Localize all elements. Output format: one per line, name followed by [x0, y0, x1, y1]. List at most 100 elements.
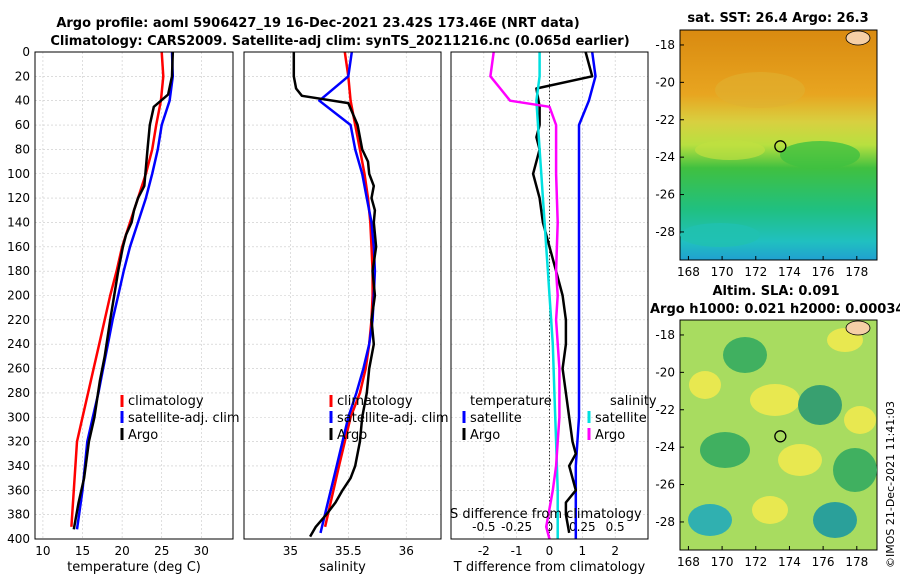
y-tick-label: 220: [7, 313, 30, 327]
title-line2: Climatology: CARS2009. Satellite-adj cli…: [50, 34, 629, 49]
yellow-patch: [695, 140, 765, 160]
land-island: [845, 30, 871, 46]
y-tick-label: 40: [15, 94, 30, 108]
legend-title-salinity: salinity: [610, 394, 657, 409]
salinity-plot: 35 35.5 36 salinity: [243, 51, 442, 575]
sla-patch: [689, 371, 721, 399]
s-tick-label: 0.25: [569, 520, 596, 534]
map-y-tick-label: -26: [655, 188, 675, 202]
map-x-tick-label: 168: [677, 555, 700, 569]
sla-map: Altim. SLA: 0.091 Argo h1000: 0.021 h200…: [650, 284, 900, 569]
legend-label-satellite: satellite-adj. clim: [337, 411, 449, 426]
sst-map-axes: 168 170 172 174 176 178 -18 -20 -22 -24 -26 -28: [655, 38, 868, 279]
plot-frame: [243, 51, 442, 540]
sla-patch: [798, 385, 842, 425]
s-axis-label: S difference from climatology: [450, 507, 642, 522]
x-tick-label: 2: [611, 544, 619, 558]
land-island: [845, 320, 871, 336]
y-tick-label: 60: [15, 118, 30, 132]
sla-patch: [752, 496, 788, 524]
temperature-legend: climatology satellite-adj. clim Argo: [120, 394, 240, 443]
legend-title-temperature: temperature: [470, 394, 552, 409]
y-tick-label: 360: [7, 483, 30, 497]
x-tick-label: 1: [579, 544, 587, 558]
x-tick-label: 36: [399, 544, 414, 558]
sla-map-axes: 168 170 172 174 176 178 -18 -20 -22 -24 -26 -28: [655, 328, 868, 569]
sla-patch: [813, 502, 857, 538]
series-line-s-satellite: [535, 52, 559, 539]
map-x-tick-label: 178: [845, 555, 868, 569]
sla-map-patches: [688, 328, 877, 538]
series-line-climatology: [323, 51, 374, 528]
y-tick-label: 380: [7, 508, 30, 522]
y-tick-label: 180: [7, 264, 30, 278]
y-tick-label: 80: [15, 142, 30, 156]
y-tick-label: 0: [22, 45, 30, 59]
legend-label-argo: Argo: [337, 428, 367, 443]
legend-label-t-argo: Argo: [470, 428, 500, 443]
series-line-s-argo: [489, 51, 561, 540]
y-tick-label: 20: [15, 69, 30, 83]
map-x-tick-label: 172: [744, 555, 767, 569]
map-x-tick-label: 178: [845, 265, 868, 279]
title-line1: Argo profile: aoml 5906427_19 16-Dec-202…: [56, 16, 579, 31]
x-tick-label: -1: [511, 544, 523, 558]
argo-position-marker: [774, 430, 787, 443]
y-tick-label: 200: [7, 289, 30, 303]
warm-patch: [715, 72, 805, 108]
x-tick-label: 10: [35, 544, 50, 558]
map-y-tick-label: -22: [655, 403, 675, 417]
map-y-tick-label: -28: [655, 225, 675, 239]
x-tick-label: 30: [194, 544, 209, 558]
x-axis-label: T difference from climatology: [453, 560, 646, 575]
temperature-plot: 0 20 40 60 80 100 120 140 160 180 200 220 240 260 280 3…: [7, 45, 234, 575]
map-y-tick-label: -18: [655, 328, 675, 342]
sla-patch: [750, 384, 800, 416]
map-x-tick-label: 176: [812, 265, 835, 279]
map-y-tick-label: -18: [655, 38, 675, 52]
x-tick-label: 35: [283, 544, 298, 558]
x-axis-label: temperature (deg C): [67, 560, 201, 575]
sla-patch: [688, 504, 732, 536]
copyright-stamp: ©IMOS 21-Dec-2021 11:41:03: [884, 401, 897, 568]
x-tick-label: 35.5: [335, 544, 362, 558]
legend-label-satellite: satellite-adj. clim: [128, 411, 240, 426]
legend-label-s-argo: Argo: [595, 428, 625, 443]
s-tick-label: 0.5: [606, 520, 625, 534]
y-tick-label: 120: [7, 191, 30, 205]
salinity-legend: climatology satellite-adj. clim Argo: [329, 394, 449, 443]
legend-label-climatology: climatology: [128, 394, 204, 409]
x-tick-label: -2: [478, 544, 490, 558]
sst-map-title: sat. SST: 26.4 Argo: 26.3: [687, 11, 868, 26]
y-tick-label: 100: [7, 167, 30, 181]
map-y-tick-label: -24: [655, 440, 675, 454]
sla-patch: [723, 337, 767, 373]
difference-plot: -2 -1 0 1 2 -0.5 -0.25 0 0.25 0.5 T difference fro…: [450, 51, 649, 575]
legend-label-climatology: climatology: [337, 394, 413, 409]
s-tick-label: 0: [546, 520, 554, 534]
series-line-satellite-adj-clim: [75, 51, 175, 530]
s-tick-label: -0.25: [501, 520, 532, 534]
map-x-tick-label: 176: [812, 555, 835, 569]
plot-frame: [34, 51, 234, 540]
sla-map-subtitle: Argo h1000: 0.021 h2000: 0.00034: [650, 302, 900, 317]
y-tick-label: 280: [7, 386, 30, 400]
sst-map-patches: [680, 72, 860, 247]
argo-position-marker: [774, 140, 787, 153]
y-tick-label: 260: [7, 362, 30, 376]
y-tick-label: 240: [7, 337, 30, 351]
y-tick-label: 320: [7, 435, 30, 449]
map-x-tick-label: 170: [711, 555, 734, 569]
map-y-tick-label: -20: [655, 365, 675, 379]
x-axis-label: salinity: [319, 560, 366, 575]
y-tick-label: 160: [7, 240, 30, 254]
map-y-tick-label: -20: [655, 75, 675, 89]
sla-patch: [833, 448, 877, 492]
series-line-argo: [292, 52, 378, 538]
map-x-tick-label: 170: [711, 265, 734, 279]
x-tick-label: 0: [546, 544, 554, 558]
s-tick-label: -0.5: [472, 520, 495, 534]
teal-patch: [680, 223, 760, 247]
map-y-tick-label: -28: [655, 515, 675, 529]
